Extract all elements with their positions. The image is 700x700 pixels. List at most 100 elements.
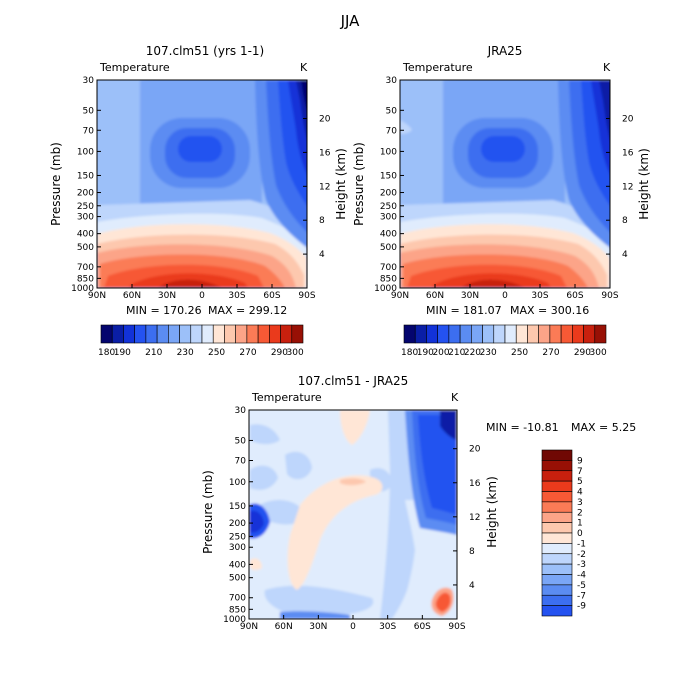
pressure-tick-label: 1000: [223, 615, 246, 625]
colorbar-box: [541, 594, 573, 606]
panel-model: 107.clm51 (yrs 1-1) Temperature K: [49, 44, 348, 358]
colorbar-label: 190: [114, 348, 131, 358]
contour-band: [250, 424, 280, 445]
pressure-tick-label: 150: [77, 171, 94, 181]
colorbar-label: 1: [577, 519, 583, 529]
colorbar-box: [459, 324, 472, 344]
x-tick-label: 0: [502, 291, 508, 301]
x-tick-label: 90N: [240, 622, 258, 632]
colorbar-label: 220: [464, 348, 481, 358]
colorbar-box: [541, 449, 573, 461]
colorbar-label: 9: [577, 456, 583, 466]
panel-reanalysis-ylabel: Pressure (mb): [352, 142, 366, 226]
colorbar-label: 2: [577, 508, 583, 518]
colorbar-box: [179, 324, 192, 344]
colorbar-label: 210: [448, 348, 465, 358]
pressure-tick-label: 150: [380, 171, 397, 181]
panel-reanalysis-units: K: [603, 61, 611, 74]
pressure-tick-label: 850: [77, 274, 94, 284]
panel-model-units: K: [300, 61, 308, 74]
pressure-tick-label: 1000: [374, 284, 397, 294]
x-tick-label: 90S: [448, 622, 465, 632]
panel-difference-variable: Temperature: [251, 391, 322, 404]
colorbar-box: [560, 324, 573, 344]
colorbar-label: -2: [577, 550, 586, 560]
panel-model-title: 107.clm51 (yrs 1-1): [146, 44, 265, 58]
pressure-tick-label: 300: [229, 543, 246, 553]
panel-model-min: MIN = 170.26: [126, 304, 202, 317]
colorbar-label: -4: [577, 571, 586, 581]
contour-band: [418, 415, 457, 515]
colorbar-label: 230: [177, 348, 194, 358]
colorbar-box: [482, 324, 495, 344]
colorbar-box: [471, 324, 483, 344]
pressure-tick-label: 100: [229, 478, 246, 488]
colorbar-box: [541, 605, 573, 617]
panel-reanalysis: JRA25 Temperature K: [352, 44, 651, 358]
pressure-tick-label: 300: [380, 213, 397, 223]
colorbar-label: 300: [590, 348, 607, 358]
colorbar-box: [515, 324, 528, 344]
x-tick-label: 0: [199, 291, 205, 301]
contour-band: [301, 80, 307, 111]
contour-band: [599, 80, 610, 140]
height-tick-label: 4: [469, 581, 475, 591]
pressure-tick-label: 400: [77, 230, 94, 240]
colorbar-box: [448, 324, 461, 344]
pressure-tick-label: 700: [380, 263, 397, 273]
colorbar-box: [426, 324, 438, 344]
panel-reanalysis-y2label: Height (km): [637, 148, 651, 219]
pressure-tick-label: 850: [229, 605, 246, 615]
colorbar-label: 180: [401, 348, 418, 358]
contour-band: [250, 558, 262, 571]
colorbar-label: -7: [577, 591, 586, 601]
pressure-tick-label: 500: [229, 574, 246, 584]
panel-reanalysis-title: JRA25: [487, 44, 523, 58]
height-tick-label: 12: [622, 182, 633, 192]
colorbar-box: [291, 324, 304, 344]
panel-difference-field: [249, 410, 457, 619]
pressure-tick-label: 850: [380, 274, 397, 284]
colorbar-box: [594, 324, 607, 344]
panel-model-max: MAX = 299.12: [208, 304, 287, 317]
pressure-tick-label: 30: [83, 76, 95, 86]
panel-difference-y2label: Height (km): [485, 476, 499, 547]
colorbar-box: [280, 324, 293, 344]
panel-model-variable: Temperature: [99, 61, 170, 74]
colorbar-box: [145, 324, 158, 344]
colorbar-label: -5: [577, 581, 586, 591]
panel-difference-min: MIN = -10.81: [486, 421, 559, 434]
x-tick-label: 90N: [391, 291, 409, 301]
colorbar-box: [156, 324, 169, 344]
colorbar-box: [224, 324, 236, 344]
colorbar-label: 270: [239, 348, 256, 358]
colorbar-box: [403, 324, 416, 344]
colorbar-label: 270: [542, 348, 559, 358]
x-tick-label: 30S: [531, 291, 548, 301]
pressure-tick-label: 100: [380, 147, 397, 157]
pressure-tick-label: 70: [83, 126, 95, 136]
contour-band: [250, 465, 278, 490]
x-tick-label: 30S: [379, 622, 396, 632]
pressure-tick-label: 70: [235, 457, 247, 467]
colorbar-label: 250: [511, 348, 528, 358]
colorbar-label: 200: [432, 348, 449, 358]
pressure-tick-label: 1000: [71, 284, 94, 294]
colorbar-box: [541, 460, 573, 472]
height-tick-label: 20: [469, 445, 481, 455]
height-tick-label: 4: [622, 250, 628, 260]
pressure-tick-label: 70: [386, 126, 398, 136]
colorbar-box: [541, 553, 573, 565]
colorbar-box: [257, 324, 270, 344]
pressure-tick-label: 500: [380, 243, 397, 253]
colorbar-box: [493, 324, 506, 344]
panel-difference: 107.clm51 - JRA25 Temperature K: [201, 374, 636, 632]
x-tick-label: 30N: [461, 291, 479, 301]
height-tick-label: 8: [319, 216, 325, 226]
height-tick-label: 8: [622, 216, 628, 226]
panel-reanalysis-variable: Temperature: [402, 61, 473, 74]
pressure-tick-label: 200: [77, 189, 94, 199]
colorbar-label: 210: [145, 348, 162, 358]
